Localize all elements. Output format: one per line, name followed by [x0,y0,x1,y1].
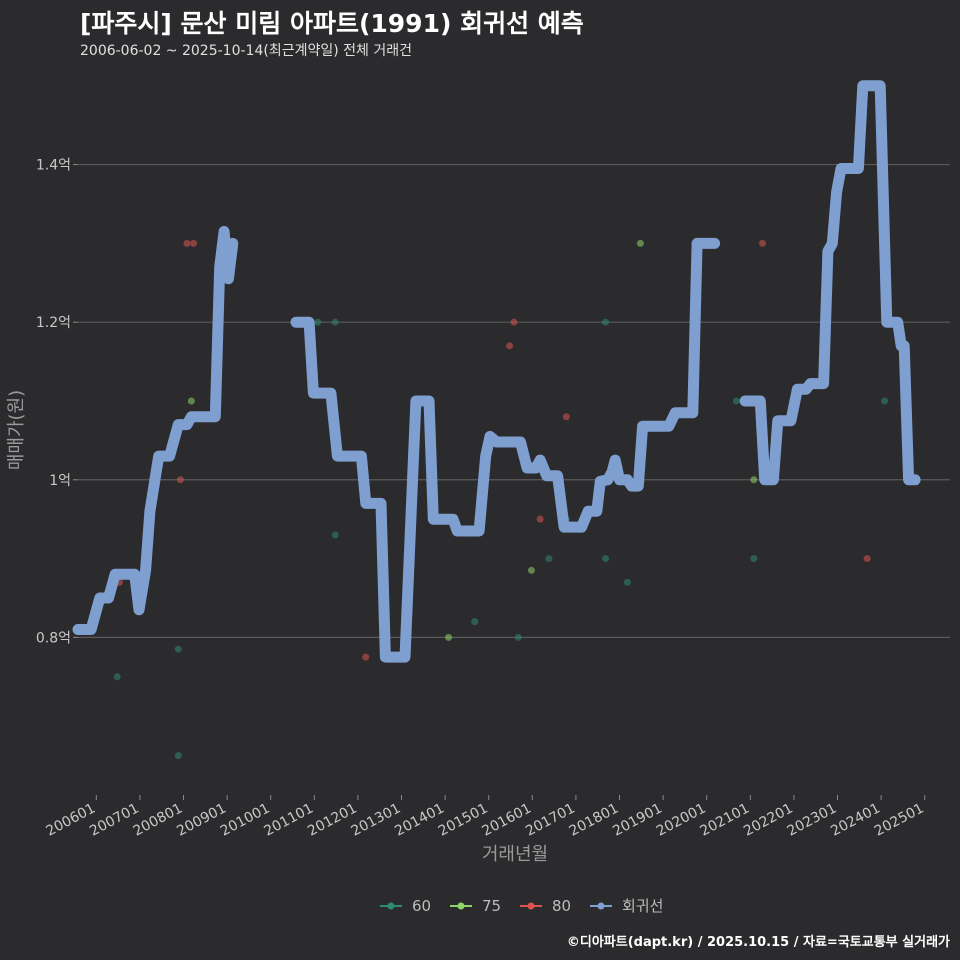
x-tick-label: 201601 [479,800,534,839]
chart-title: [파주시] 문산 미림 아파트(1991) 회귀선 예측 [80,9,584,38]
x-tick-label: 201501 [436,800,491,839]
y-tick-label: 1억 [49,473,71,489]
scatter-point-s60 [514,633,522,641]
scatter-point-s80 [759,239,767,247]
scatter-point-s60 [602,318,610,326]
x-axis-ticks: 2006012007012008012009012010012011012012… [43,795,927,840]
regression-line [72,226,239,635]
legend-label: 80 [552,897,571,915]
x-tick-label: 201801 [567,800,622,839]
scatter-point-s80 [863,555,871,563]
x-axis-title: 거래년월 [482,844,548,865]
x-tick-label: 201201 [305,800,360,839]
scatter-point-s60 [331,318,339,326]
legend: 60 75 80 회귀선 [380,897,663,915]
scatter-point-s60 [113,673,121,681]
chart-subtitle: 2006-06-02 ~ 2025-10-14(최근계약일) 전체 거래건 [80,43,412,59]
scatter-point-s60 [750,555,758,563]
regression-line [290,237,721,663]
y-axis-ticks: 0.8억 1억 1.2억 1.4억 [36,158,78,646]
scatter-point-s60 [331,531,339,539]
legend-item-s60: 60 [380,897,431,915]
scatter-point-s60 [545,555,553,563]
scatter-point-s75 [750,476,758,484]
grid-lines [78,163,950,638]
scatter-point-s80 [176,476,184,484]
scatter-point-s80 [506,342,514,350]
regression-line [739,80,921,486]
scatter-point-s60 [471,618,479,626]
y-tick-label: 1.2억 [36,315,71,331]
legend-dot-swatch [527,902,535,910]
scatter-point-s75 [445,633,453,641]
scatter-point-s75 [636,239,644,247]
x-tick-label: 201001 [218,800,273,839]
scatter-point-s80 [183,239,191,247]
x-tick-label: 201701 [523,800,578,839]
regression-line-group [72,80,921,663]
scatter-point-s60 [174,752,182,760]
scatter-point-s60 [623,578,631,586]
legend-item-s80: 80 [520,897,571,915]
scatter-point-s60 [602,555,610,563]
scatter-point-s80 [190,239,198,247]
x-tick-label: 202101 [697,800,752,839]
y-tick-label: 0.8억 [36,630,71,646]
scatter-points [113,239,889,760]
scatter-point-s80 [562,413,570,421]
source-credit: ©디아파트(dapt.kr) / 2025.10.15 / 자료=국토교통부 실… [566,935,950,950]
x-tick-label: 200701 [87,800,142,839]
x-tick-label: 200601 [43,800,98,839]
x-tick-label: 202201 [741,800,796,839]
legend-dot-swatch [387,902,395,910]
x-tick-label: 200801 [131,800,186,839]
scatter-point-s60 [314,318,322,326]
legend-label: 60 [412,897,431,915]
legend-label: 회귀선 [622,897,663,915]
scatter-point-s80 [536,515,544,523]
x-tick-label: 201301 [349,800,404,839]
x-tick-label: 200901 [174,800,229,839]
x-tick-label: 202401 [828,800,883,839]
legend-label: 75 [482,897,501,915]
x-tick-label: 201101 [261,800,316,839]
legend-item-regression: 회귀선 [590,897,663,915]
scatter-point-s60 [174,645,182,653]
scatter-point-s80 [362,653,370,661]
scatter-point-s75 [527,566,535,574]
legend-item-s75: 75 [450,897,501,915]
x-tick-label: 201901 [610,800,665,839]
x-tick-label: 201401 [392,800,447,839]
x-tick-label: 202501 [872,800,927,839]
legend-dot-swatch [457,902,465,910]
x-tick-label: 202001 [654,800,709,839]
scatter-point-s80 [510,318,518,326]
scatter-point-s60 [732,397,740,405]
legend-dot-swatch [597,902,605,910]
scatter-point-s60 [881,397,889,405]
y-tick-label: 1.4억 [36,158,71,174]
y-axis-title: 매매가(원) [6,390,27,470]
x-tick-label: 202301 [785,800,840,839]
scatter-point-s75 [187,397,195,405]
